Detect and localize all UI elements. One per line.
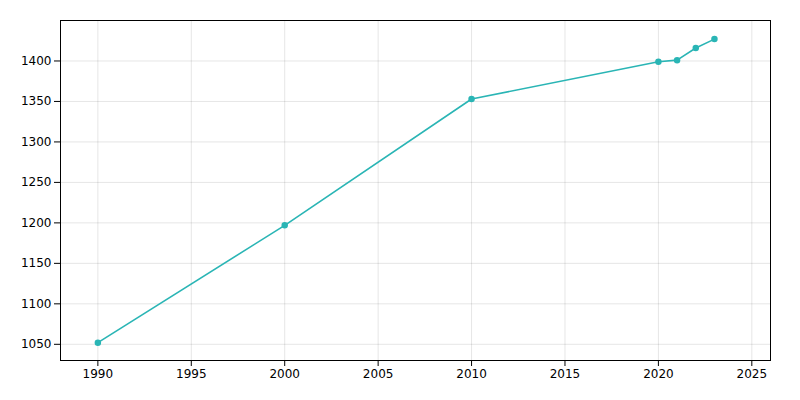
svg-text:2015: 2015 bbox=[550, 367, 581, 381]
svg-text:2000: 2000 bbox=[269, 367, 300, 381]
svg-text:2010: 2010 bbox=[456, 367, 487, 381]
svg-text:1150: 1150 bbox=[21, 256, 52, 270]
svg-text:1350: 1350 bbox=[21, 94, 52, 108]
svg-text:1995: 1995 bbox=[176, 367, 207, 381]
svg-text:2005: 2005 bbox=[363, 367, 394, 381]
svg-text:1200: 1200 bbox=[21, 216, 52, 230]
svg-text:1050: 1050 bbox=[21, 337, 52, 351]
svg-text:1400: 1400 bbox=[21, 54, 52, 68]
svg-text:1990: 1990 bbox=[83, 367, 114, 381]
svg-text:2025: 2025 bbox=[737, 367, 768, 381]
svg-text:2020: 2020 bbox=[643, 367, 674, 381]
svg-text:1250: 1250 bbox=[21, 175, 52, 189]
svg-text:1300: 1300 bbox=[21, 135, 52, 149]
svg-text:1100: 1100 bbox=[21, 297, 52, 311]
